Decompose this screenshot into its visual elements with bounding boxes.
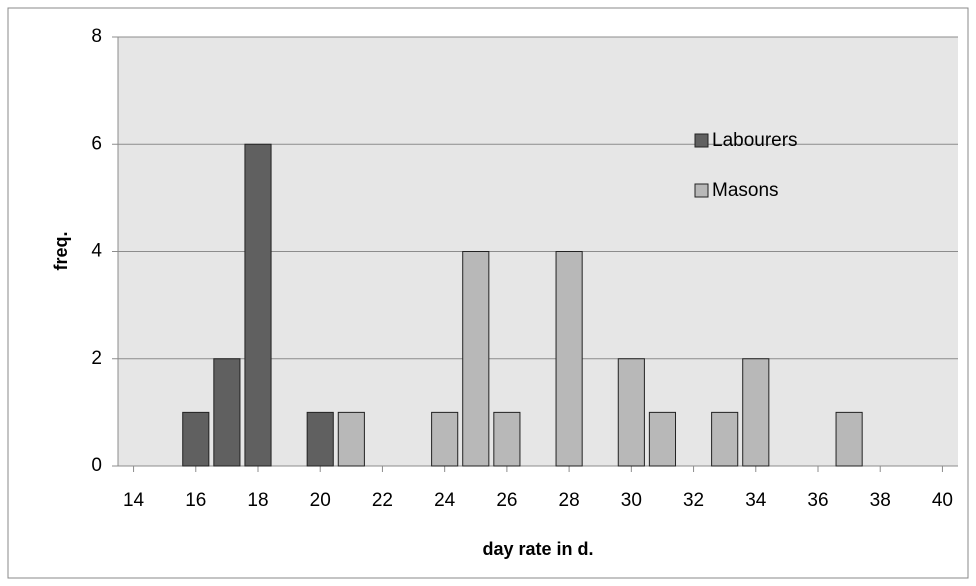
x-tick-label: 24 — [434, 490, 456, 511]
legend-label: Masons — [712, 180, 779, 201]
bar — [213, 358, 241, 467]
x-tick-label: 18 — [247, 490, 268, 511]
bar — [306, 411, 334, 467]
y-tick-label: 2 — [91, 348, 102, 369]
bar — [431, 411, 459, 467]
y-tick-label: 4 — [91, 241, 102, 262]
bar — [182, 411, 210, 467]
x-tick-label: 14 — [123, 490, 145, 511]
y-tick-label: 8 — [91, 26, 102, 47]
legend-swatch — [694, 133, 709, 148]
x-tick-label: 16 — [185, 490, 206, 511]
bar — [617, 358, 645, 467]
x-tick-label: 26 — [496, 490, 517, 511]
y-tick-label: 6 — [91, 133, 102, 154]
x-tick-label: 28 — [559, 490, 580, 511]
x-tick-label: 20 — [310, 490, 331, 511]
x-axis-title: day rate in d. — [482, 539, 593, 559]
bar — [835, 411, 863, 467]
bar — [742, 358, 770, 467]
bar — [493, 411, 521, 467]
x-tick-label: 32 — [683, 490, 704, 511]
x-tick-label: 22 — [372, 490, 393, 511]
x-tick-label: 30 — [621, 490, 642, 511]
x-tick-label: 38 — [870, 490, 891, 511]
bar — [337, 411, 365, 467]
legend-label: Labourers — [712, 130, 798, 151]
bar — [648, 411, 677, 467]
bar — [555, 251, 583, 467]
x-tick-label: 34 — [745, 490, 767, 511]
x-tick-label: 40 — [932, 490, 953, 511]
bar — [244, 143, 272, 467]
y-axis-title: freq. — [51, 231, 71, 270]
legend-swatch — [694, 183, 709, 198]
bar — [462, 251, 490, 467]
y-tick-label: 0 — [91, 455, 102, 476]
bar — [711, 411, 739, 467]
x-tick-label: 36 — [807, 490, 828, 511]
